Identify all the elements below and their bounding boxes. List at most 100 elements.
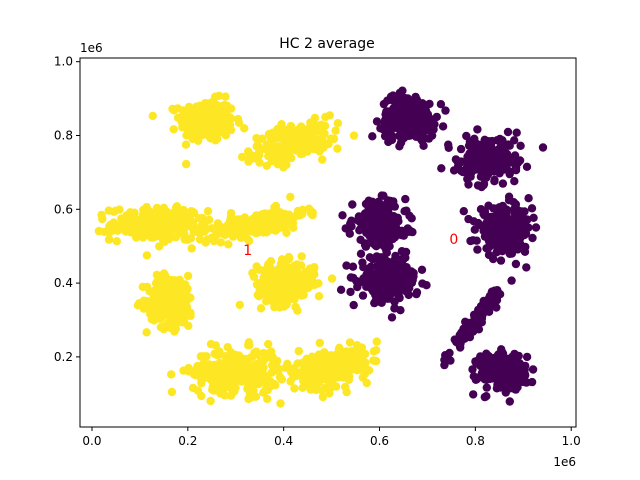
scatter-point — [255, 218, 264, 227]
scatter-point — [156, 323, 166, 332]
scatter-point — [288, 136, 297, 145]
scatter-point — [480, 392, 489, 402]
scatter-point — [464, 159, 474, 168]
scatter-point — [290, 384, 299, 393]
scatter-point — [220, 391, 229, 400]
scatter-point — [417, 265, 427, 274]
scatter-point — [182, 159, 191, 169]
scatter-point — [381, 267, 390, 276]
scatter-point — [500, 142, 510, 151]
scatter-point — [385, 233, 394, 242]
scatter-point — [205, 215, 214, 224]
scatter-point — [502, 243, 511, 252]
scatter-point — [240, 213, 249, 222]
scatter-point — [473, 321, 483, 330]
scatter-point — [237, 152, 247, 162]
scatter-point — [147, 233, 156, 242]
scatter-point — [267, 290, 276, 299]
scatter-point — [494, 371, 503, 381]
scatter-point — [207, 114, 217, 123]
scatter-point — [395, 99, 404, 108]
scatter-point — [289, 267, 298, 276]
scatter-point — [279, 150, 289, 160]
scatter-point — [381, 115, 390, 124]
scatter-point — [485, 291, 495, 301]
scatter-point — [318, 133, 327, 142]
scatter-point — [360, 209, 370, 218]
scatter-point — [473, 161, 482, 171]
scatter-point — [369, 209, 378, 218]
scatter-point — [510, 177, 519, 186]
scatter-point — [358, 356, 368, 366]
scatter-point — [189, 370, 199, 379]
scatter-point — [104, 235, 114, 244]
scatter-point — [387, 313, 397, 322]
scatter-point — [248, 378, 258, 388]
scatter-point — [493, 363, 502, 373]
scatter-point — [344, 366, 353, 375]
scatter-point — [527, 204, 537, 213]
scatter-point — [345, 338, 355, 347]
scatter-point — [348, 200, 357, 209]
scatter-point — [183, 235, 192, 244]
scatter-point — [335, 349, 344, 358]
scatter-point — [173, 298, 182, 307]
scatter-point — [255, 224, 264, 234]
scatter-point — [408, 227, 417, 237]
scatter-point — [451, 155, 461, 164]
scatter-point — [198, 213, 207, 223]
scatter-point — [263, 210, 273, 220]
x-tick-label: 0.0 — [82, 434, 101, 448]
scatter-point — [312, 374, 321, 383]
scatter-point — [501, 225, 511, 235]
scatter-point — [194, 136, 203, 145]
scatter-point — [342, 261, 351, 270]
scatter-point — [195, 235, 205, 244]
scatter-point — [208, 385, 217, 394]
scatter-point — [249, 386, 258, 395]
scatter-point — [487, 148, 496, 157]
scatter-point — [295, 144, 304, 154]
scatter-point — [522, 352, 532, 362]
scatter-point — [366, 262, 375, 271]
scatter-point — [359, 274, 368, 283]
scatter-point — [327, 274, 337, 283]
scatter-point — [166, 296, 175, 305]
scatter-point — [280, 224, 289, 233]
scatter-point — [265, 263, 275, 272]
scatter-point — [215, 347, 224, 356]
scatter-point — [167, 370, 176, 379]
scatter-point — [303, 280, 312, 289]
scatter-point — [301, 267, 311, 276]
scatter-point — [513, 383, 522, 392]
scatter-point — [197, 374, 206, 384]
scatter-point — [478, 146, 488, 155]
scatter-point — [203, 207, 213, 216]
scatter-point — [358, 258, 367, 267]
scatter-point — [353, 216, 362, 225]
scatter-point — [441, 106, 450, 115]
scatter-point — [511, 259, 521, 269]
scatter-point — [353, 282, 362, 292]
scatter-point — [226, 218, 235, 227]
scatter-point — [346, 273, 356, 282]
scatter-point — [502, 205, 511, 214]
scatter-point — [524, 223, 533, 232]
scatter-point — [401, 194, 410, 204]
scatter-point — [192, 121, 202, 131]
scatter-point — [512, 219, 521, 228]
scatter-point — [292, 371, 301, 381]
scatter-point — [224, 376, 234, 386]
scatter-point — [292, 260, 302, 269]
scatter-point — [211, 92, 220, 101]
scatter-point — [204, 107, 213, 116]
scatter-point — [259, 348, 268, 358]
scatter-point — [376, 201, 385, 211]
scatter-point — [226, 104, 236, 113]
scatter-point — [167, 222, 176, 231]
scatter-point — [512, 128, 521, 137]
scatter-point — [484, 250, 494, 260]
scatter-point — [158, 210, 167, 219]
scatter-point — [335, 343, 344, 352]
scatter-point — [262, 275, 272, 284]
